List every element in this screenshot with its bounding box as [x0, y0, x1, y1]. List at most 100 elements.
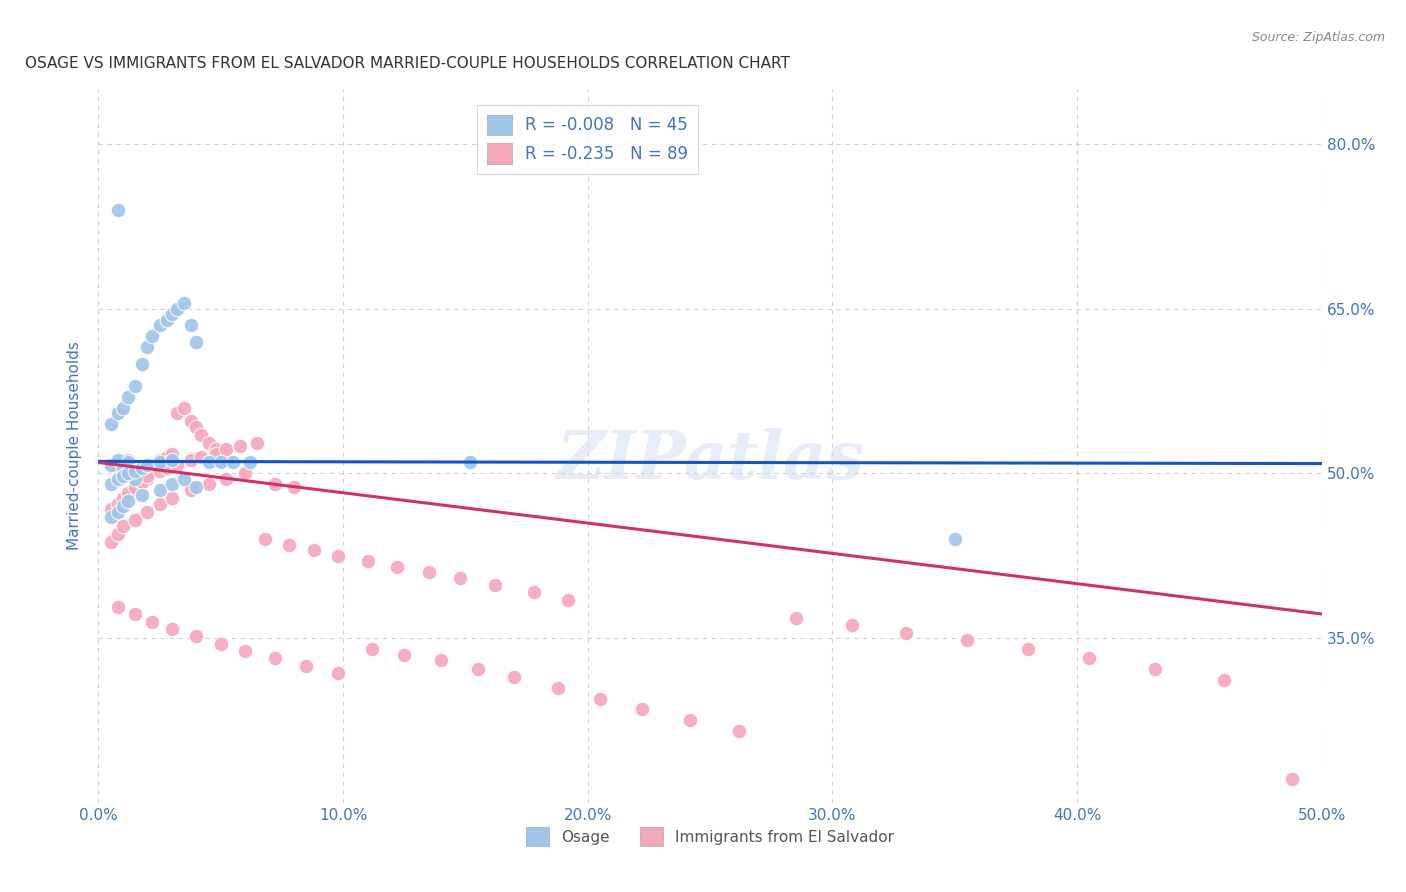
Point: [111, 500, 134, 514]
Point: [484, 578, 506, 592]
Point: [222, 455, 245, 469]
Point: [430, 653, 453, 667]
Point: [156, 312, 179, 326]
Point: [111, 519, 134, 533]
Point: [1212, 673, 1234, 687]
Point: [111, 468, 134, 483]
Point: [160, 477, 183, 491]
Point: [328, 549, 350, 563]
Point: [131, 475, 153, 490]
Point: [124, 464, 146, 478]
Point: [209, 455, 232, 469]
Point: [894, 625, 917, 640]
Point: [160, 453, 183, 467]
Point: [149, 453, 172, 467]
Point: [107, 505, 129, 519]
Point: [302, 543, 325, 558]
Point: [205, 447, 228, 461]
Point: [246, 435, 269, 450]
Point: [557, 592, 579, 607]
Point: [328, 666, 350, 681]
Point: [141, 615, 163, 629]
Point: [186, 480, 208, 494]
Point: [458, 455, 481, 469]
Point: [166, 406, 188, 420]
Point: [180, 414, 202, 428]
Point: [149, 455, 172, 469]
Point: [107, 453, 129, 467]
Point: [107, 497, 129, 511]
Point: [156, 461, 179, 475]
Point: [361, 642, 384, 657]
Point: [100, 534, 122, 549]
Point: [160, 447, 183, 461]
Point: [233, 467, 256, 481]
Point: [197, 477, 219, 491]
Point: [356, 554, 378, 568]
Point: [131, 464, 153, 478]
Point: [1078, 651, 1101, 665]
Point: [100, 501, 122, 516]
Point: [197, 435, 219, 450]
Point: [503, 669, 526, 683]
Point: [173, 401, 195, 415]
Point: [107, 461, 129, 475]
Point: [107, 600, 129, 615]
Point: [111, 455, 134, 469]
Point: [233, 644, 256, 658]
Point: [117, 494, 139, 508]
Point: [186, 334, 208, 349]
Point: [186, 420, 208, 434]
Point: [1281, 772, 1303, 786]
Point: [467, 662, 489, 676]
Point: [124, 512, 146, 526]
Point: [956, 633, 979, 648]
Point: [141, 458, 163, 472]
Point: [392, 648, 416, 662]
Point: [239, 455, 262, 469]
Point: [679, 714, 702, 728]
Point: [100, 458, 122, 472]
Point: [124, 480, 146, 494]
Point: [263, 477, 285, 491]
Point: [160, 491, 183, 505]
Point: [141, 329, 163, 343]
Point: [190, 428, 212, 442]
Point: [943, 533, 966, 547]
Point: [728, 724, 751, 739]
Point: [523, 585, 546, 599]
Point: [180, 318, 202, 333]
Point: [136, 458, 159, 472]
Legend: Osage, Immigrants from El Salvador: Osage, Immigrants from El Salvador: [520, 822, 900, 852]
Point: [186, 629, 208, 643]
Point: [173, 472, 195, 486]
Point: [253, 533, 276, 547]
Point: [131, 488, 153, 502]
Point: [214, 453, 236, 467]
Point: [149, 497, 172, 511]
Point: [117, 455, 139, 469]
Point: [166, 301, 188, 316]
Point: [229, 439, 252, 453]
Point: [107, 406, 129, 420]
Point: [160, 623, 183, 637]
Point: [149, 464, 172, 478]
Point: [278, 538, 301, 552]
Point: [547, 681, 569, 695]
Point: [117, 390, 139, 404]
Point: [124, 378, 146, 392]
Y-axis label: Married-couple Households: Married-couple Households: [67, 342, 83, 550]
Point: [136, 340, 159, 354]
Point: [589, 691, 612, 706]
Point: [160, 307, 183, 321]
Point: [100, 477, 122, 491]
Point: [136, 468, 159, 483]
Point: [117, 486, 139, 500]
Point: [131, 461, 153, 475]
Point: [100, 458, 122, 472]
Point: [107, 472, 129, 486]
Point: [295, 658, 318, 673]
Text: ZIPatlas: ZIPatlas: [557, 428, 863, 492]
Point: [209, 447, 232, 461]
Point: [166, 458, 188, 472]
